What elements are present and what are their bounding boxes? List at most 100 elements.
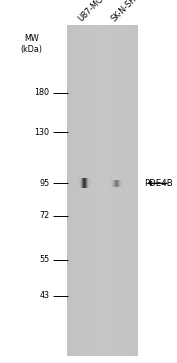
Bar <box>115 25 116 356</box>
Bar <box>81 178 82 188</box>
Bar <box>97 25 98 356</box>
Text: SK-N-SH: SK-N-SH <box>110 0 139 24</box>
Bar <box>122 180 123 187</box>
Bar <box>91 178 92 188</box>
Bar <box>78 25 79 356</box>
Bar <box>90 178 91 188</box>
Bar <box>91 178 92 188</box>
Bar <box>91 25 92 356</box>
Bar <box>123 25 124 356</box>
Bar <box>84 25 85 356</box>
Bar <box>114 180 115 187</box>
Bar <box>137 25 138 356</box>
Bar <box>79 178 80 188</box>
Bar <box>122 180 123 187</box>
Bar <box>117 180 118 187</box>
Bar <box>117 25 118 356</box>
Bar <box>71 25 72 356</box>
Bar <box>80 25 82 356</box>
Bar <box>96 25 97 356</box>
Bar <box>87 25 89 356</box>
Bar <box>86 25 88 356</box>
Bar <box>113 25 115 356</box>
Bar <box>87 178 88 188</box>
Text: 95: 95 <box>39 179 50 188</box>
Bar <box>80 178 81 188</box>
Bar <box>127 25 129 356</box>
Bar <box>78 178 79 188</box>
Bar <box>111 180 112 187</box>
Bar <box>107 25 109 356</box>
Bar <box>105 25 107 356</box>
Bar <box>111 25 112 356</box>
Bar <box>115 180 116 187</box>
Text: 130: 130 <box>35 128 50 137</box>
Bar <box>130 25 131 356</box>
Bar <box>133 25 135 356</box>
Bar <box>88 178 89 188</box>
Bar <box>90 178 91 188</box>
Bar <box>98 25 99 356</box>
Bar <box>120 180 121 187</box>
Text: 72: 72 <box>39 212 50 220</box>
Bar <box>88 178 89 188</box>
Bar <box>100 25 102 356</box>
Bar <box>89 178 90 188</box>
Bar <box>79 25 81 356</box>
Bar <box>82 178 83 188</box>
Bar <box>77 178 78 188</box>
Bar <box>83 178 84 188</box>
Bar <box>112 180 113 187</box>
Bar <box>70 25 71 356</box>
Bar <box>110 25 111 356</box>
Text: U87-MG: U87-MG <box>76 0 105 24</box>
Bar <box>74 25 76 356</box>
Bar <box>86 178 87 188</box>
Bar <box>119 25 121 356</box>
Bar <box>67 25 69 356</box>
Bar <box>81 25 83 356</box>
Bar <box>85 25 87 356</box>
Bar <box>111 180 112 187</box>
Bar <box>68 25 70 356</box>
Bar <box>132 25 134 356</box>
Bar <box>84 178 85 188</box>
Bar <box>116 180 117 187</box>
Bar <box>118 25 119 356</box>
Bar <box>93 25 95 356</box>
Bar <box>99 25 101 356</box>
Text: MW
(kDa): MW (kDa) <box>21 34 43 54</box>
Bar <box>121 180 122 187</box>
Bar <box>104 25 105 356</box>
Text: 43: 43 <box>40 291 50 300</box>
Bar <box>136 25 137 356</box>
Bar <box>113 180 114 187</box>
Bar <box>72 25 73 356</box>
Bar <box>81 178 82 188</box>
Bar <box>79 178 80 188</box>
Bar <box>83 25 84 356</box>
Bar <box>92 25 94 356</box>
Bar <box>114 180 115 187</box>
Bar <box>88 25 90 356</box>
Bar <box>131 25 133 356</box>
Bar <box>84 178 85 188</box>
Bar <box>118 180 119 187</box>
Bar <box>122 25 123 356</box>
Bar <box>110 180 111 187</box>
Bar <box>87 178 88 188</box>
Bar <box>78 178 79 188</box>
Bar <box>124 25 125 356</box>
Bar <box>85 178 86 188</box>
Bar <box>90 25 91 356</box>
Bar <box>119 180 120 187</box>
Bar <box>106 25 108 356</box>
Text: 55: 55 <box>39 255 50 264</box>
Bar <box>82 178 83 188</box>
Bar <box>135 25 136 356</box>
Bar <box>109 25 110 356</box>
Bar <box>116 25 117 356</box>
Bar <box>85 178 86 188</box>
Bar <box>77 25 78 356</box>
Bar <box>125 25 127 356</box>
